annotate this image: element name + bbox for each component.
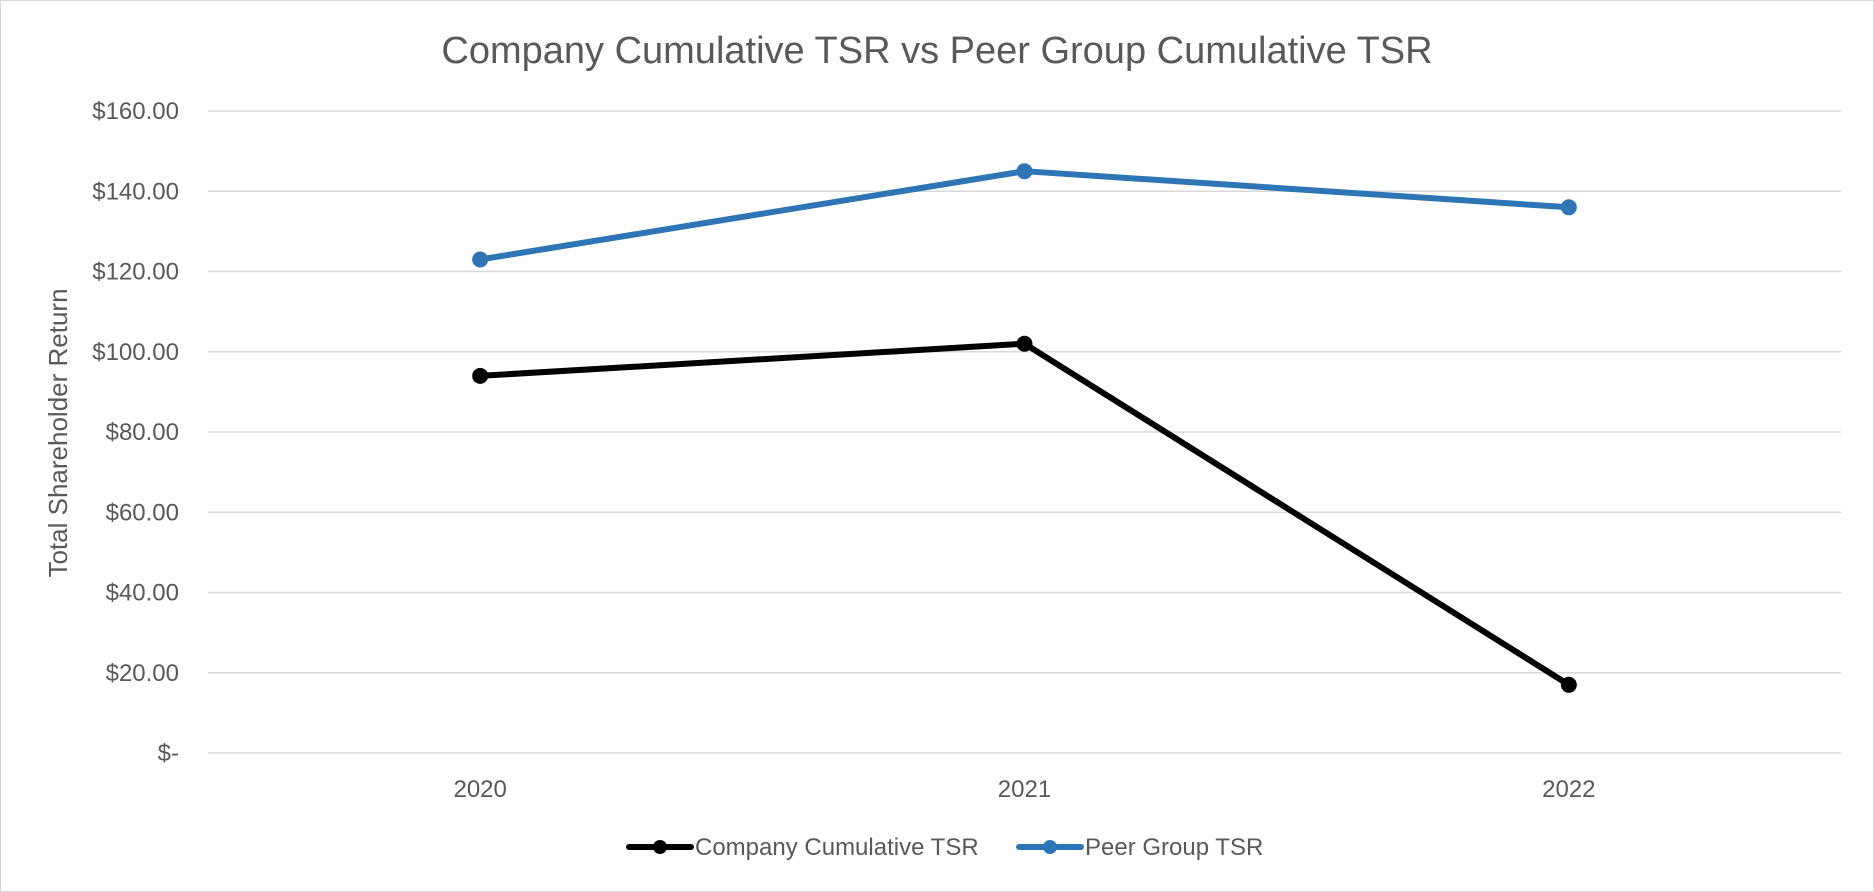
legend-item-0: Company Cumulative TSR bbox=[626, 834, 979, 861]
data-point-1-2020 bbox=[472, 251, 489, 268]
y-tick-label-160: $160.00 bbox=[92, 98, 179, 125]
legend: Company Cumulative TSR Peer Group TSR bbox=[626, 834, 1263, 861]
y-tick-label-140: $140.00 bbox=[92, 178, 179, 205]
legend-label-1: Peer Group TSR bbox=[1085, 834, 1263, 861]
data-point-0-2022 bbox=[1560, 676, 1577, 693]
y-tick-label-40: $40.00 bbox=[106, 580, 179, 607]
data-point-0-2021 bbox=[1016, 335, 1033, 352]
data-point-1-2021 bbox=[1016, 163, 1033, 180]
x-tick-label-2020: 2020 bbox=[453, 776, 506, 803]
chart-title: Company Cumulative TSR vs Peer Group Cum… bbox=[441, 30, 1432, 72]
y-axis-label: Total Shareholder Return bbox=[43, 288, 73, 577]
y-tick-label-0: $- bbox=[158, 740, 179, 767]
legend-item-1: Peer Group TSR bbox=[1016, 834, 1263, 861]
series-1 bbox=[472, 163, 1577, 268]
legend-label-0: Company Cumulative TSR bbox=[695, 834, 979, 861]
series-line-1 bbox=[477, 168, 1572, 263]
series-line-0 bbox=[477, 340, 1572, 688]
y-axis-ticks: $- $20.00 $40.00 $60.00 $80.00 $100.00 $120.00… bbox=[92, 98, 179, 767]
y-tick-label-20: $20.00 bbox=[106, 660, 179, 687]
y-tick-label-100: $100.00 bbox=[92, 339, 179, 366]
y-tick-label-120: $120.00 bbox=[92, 259, 179, 286]
series-0 bbox=[472, 335, 1577, 693]
gridlines bbox=[208, 110, 1841, 754]
legend-swatch-marker-0 bbox=[653, 840, 667, 854]
y-tick-label-80: $80.00 bbox=[106, 419, 179, 446]
data-point-0-2020 bbox=[472, 367, 489, 384]
y-tick-label-60: $60.00 bbox=[106, 499, 179, 526]
data-point-1-2022 bbox=[1560, 199, 1577, 216]
legend-swatch-marker-1 bbox=[1043, 840, 1057, 854]
series-lines bbox=[472, 163, 1577, 693]
x-axis-ticks: 2020 2021 2022 bbox=[453, 776, 1595, 803]
x-tick-label-2022: 2022 bbox=[1542, 776, 1595, 803]
x-tick-label-2021: 2021 bbox=[998, 776, 1051, 803]
